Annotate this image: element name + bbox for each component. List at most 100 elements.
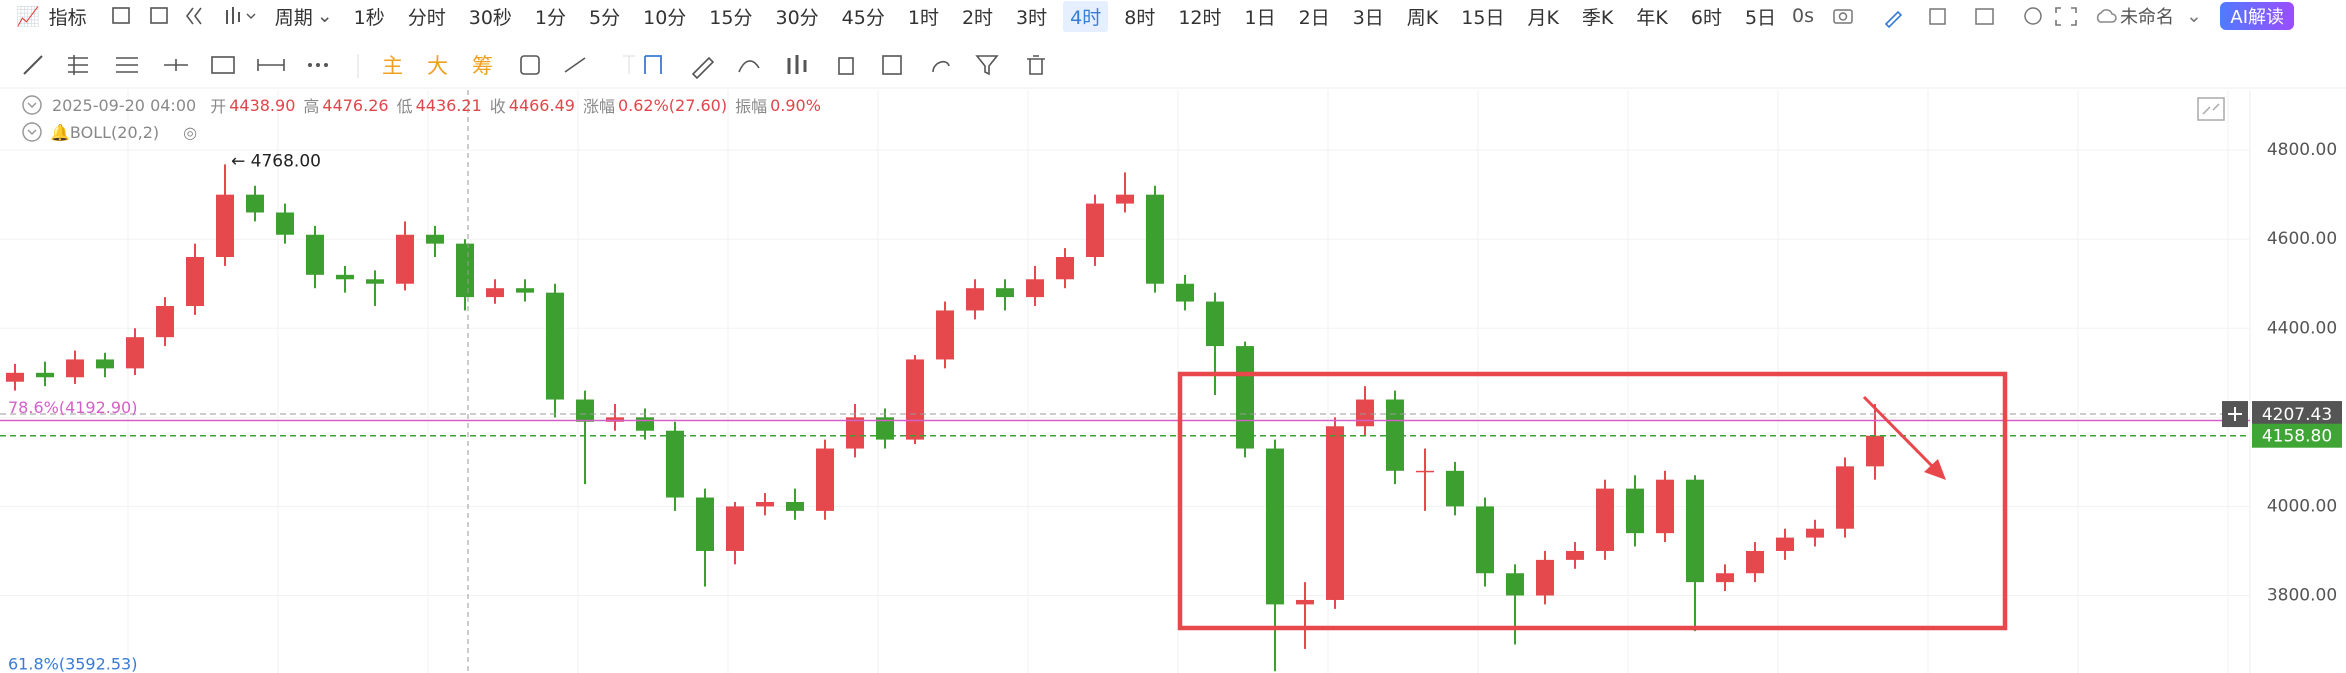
interval-button[interactable]: 6时	[1690, 6, 1722, 29]
indicator-row: 🔔 BOLL(20,2) ◎	[22, 121, 197, 143]
candle-body	[846, 417, 864, 449]
interval-button[interactable]: 年K	[1636, 6, 1668, 29]
candle-body	[1656, 479, 1674, 534]
interval-button[interactable]: 1时	[907, 6, 939, 29]
field-label: 振幅	[735, 97, 768, 116]
crosshair-add-plus	[2228, 407, 2242, 422]
layout-name[interactable]: 未命名	[2120, 7, 2174, 28]
interval-button[interactable]: 周K	[1406, 6, 1439, 29]
candle-body	[1626, 488, 1644, 534]
vertical-grid	[127, 90, 2229, 673]
candle-body	[396, 234, 414, 284]
interval-button[interactable]: 3时	[1016, 6, 1048, 29]
indicator-button[interactable]: 指标	[48, 6, 87, 29]
info-toggle-icons[interactable]	[22, 95, 42, 142]
candle-body	[306, 234, 324, 275]
candle-body	[936, 310, 954, 360]
layout-chevron: ⌄	[2186, 5, 2202, 27]
candle-body	[1416, 470, 1434, 473]
high-marker: ← 4768.00	[231, 151, 321, 171]
candle-body	[1866, 435, 1884, 467]
interval-button[interactable]: 月K	[1527, 6, 1559, 29]
field-label: 涨幅	[582, 97, 615, 116]
indicator-icon: 📈	[16, 5, 40, 28]
drawn-arrow-head	[1924, 459, 1946, 480]
interval-button[interactable]: 2日	[1298, 6, 1330, 29]
ai-button[interactable]: AI解读	[2220, 2, 2294, 30]
candle-body	[6, 372, 24, 382]
candle-body	[246, 194, 264, 213]
candle-body	[1116, 194, 1134, 204]
candle-body	[66, 359, 84, 378]
drawn-rectangle[interactable]	[1177, 371, 2008, 631]
candle-body	[1836, 466, 1854, 529]
right-icons[interactable]	[1828, 4, 2068, 28]
candle-body	[156, 306, 174, 338]
y-tick-label: 4600.00	[2267, 229, 2337, 249]
candle-body	[816, 448, 834, 511]
interval-button[interactable]: 30分	[775, 6, 819, 29]
candle-body	[666, 430, 684, 498]
interval-button[interactable]: 15日	[1461, 6, 1505, 29]
cloud-icon	[2096, 9, 2117, 23]
field-value: 0.90%	[770, 95, 821, 115]
plot	[0, 149, 2250, 672]
candle-body	[696, 497, 714, 551]
interval-button[interactable]: 1秒	[353, 6, 385, 29]
field-value: 4476.26	[322, 95, 389, 115]
interval-button[interactable]: 季K	[1581, 6, 1614, 29]
interval-button[interactable]: 1日	[1244, 6, 1276, 29]
drawing-icons[interactable]	[20, 50, 370, 80]
candle-body	[1326, 426, 1344, 600]
overlay-button[interactable]: 主	[382, 54, 403, 78]
candle-body	[906, 359, 924, 440]
interval-button[interactable]: 2时	[961, 6, 994, 29]
interval-button[interactable]: 3日	[1352, 6, 1384, 29]
field-value: 4436.21	[415, 95, 482, 115]
tool-icons[interactable]	[517, 50, 1077, 80]
interval-button[interactable]: 分时	[407, 6, 446, 29]
candle-body	[486, 288, 504, 298]
interval-button[interactable]: 45分	[841, 6, 885, 29]
period-button[interactable]: 周期	[274, 6, 313, 29]
candle-body	[1086, 203, 1104, 258]
candle-body	[1536, 559, 1554, 596]
expand-icon[interactable]	[2197, 97, 2225, 121]
top-toolbar: 📈 指标 周期 ⌄ 1秒 分时 30秒 1分 5分 10分 15分 30分 45分 1时 2时 3时 4…	[0, 0, 2346, 32]
candle-body	[1446, 470, 1464, 507]
candle-body	[636, 417, 654, 431]
interval-button[interactable]: 5分	[589, 6, 621, 29]
fib-label: 61.8%(3592.53)	[8, 655, 137, 673]
candle-body	[1746, 550, 1764, 574]
interval-button[interactable]: 12时	[1178, 6, 1222, 29]
indicator-name[interactable]: BOLL(20,2)	[69, 122, 160, 142]
overlay-button[interactable]: 大	[427, 54, 448, 78]
candle-body	[1776, 537, 1794, 551]
candle-body	[576, 399, 594, 422]
candle-body	[1506, 573, 1524, 596]
timer: 0s	[1792, 5, 1814, 27]
y-tick-label: 4800.00	[2267, 140, 2337, 160]
candle-body	[366, 279, 384, 284]
field-value: 4466.49	[508, 95, 575, 115]
interval-button[interactable]: 1分	[534, 6, 567, 29]
interval-button[interactable]: 10分	[643, 6, 687, 29]
interval-button[interactable]: 15分	[709, 6, 753, 29]
candle-body	[1236, 346, 1254, 449]
layout-icons[interactable]	[109, 4, 259, 28]
y-tick-label: 3800.00	[2267, 586, 2337, 606]
overlay-button[interactable]: 筹	[472, 54, 493, 78]
interval-button[interactable]: 30秒	[468, 6, 512, 29]
interval-button[interactable]: 8时	[1124, 6, 1156, 29]
drawn-arrow[interactable]	[1862, 395, 1938, 472]
candle-body	[126, 337, 144, 369]
period-chevron: ⌄	[316, 5, 333, 27]
interval-button[interactable]: 4时	[1063, 0, 1109, 32]
hide-icon[interactable]: ◎	[183, 122, 198, 142]
candle-body	[966, 288, 984, 311]
interval-button[interactable]: 5日	[1744, 6, 1777, 29]
candle-body	[996, 288, 1014, 298]
fullscreen-icon[interactable]	[2052, 4, 2080, 28]
crosshair-badge	[2252, 401, 2342, 428]
field-label: 低	[396, 97, 413, 116]
